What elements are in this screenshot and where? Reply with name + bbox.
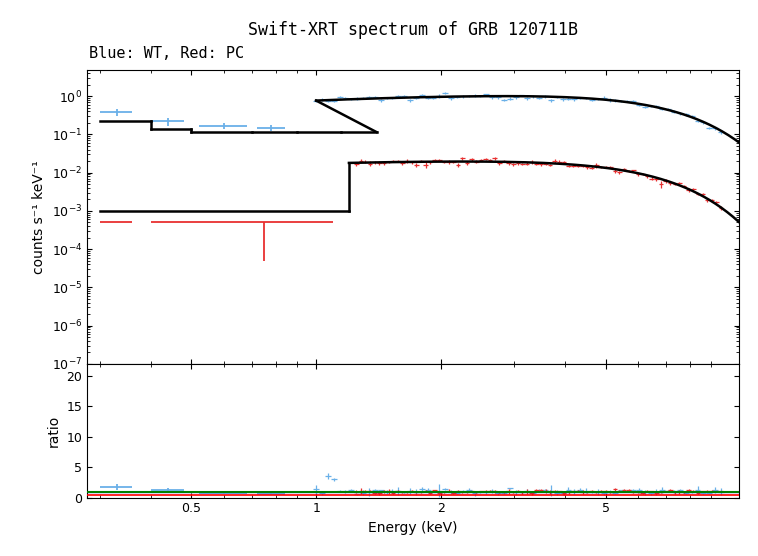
Y-axis label: ratio: ratio bbox=[47, 415, 61, 447]
Text: Blue: WT, Red: PC: Blue: WT, Red: PC bbox=[89, 46, 245, 61]
Y-axis label: counts s⁻¹ keV⁻¹: counts s⁻¹ keV⁻¹ bbox=[33, 160, 46, 274]
Text: Swift-XRT spectrum of GRB 120711B: Swift-XRT spectrum of GRB 120711B bbox=[248, 21, 578, 39]
X-axis label: Energy (keV): Energy (keV) bbox=[368, 521, 458, 535]
